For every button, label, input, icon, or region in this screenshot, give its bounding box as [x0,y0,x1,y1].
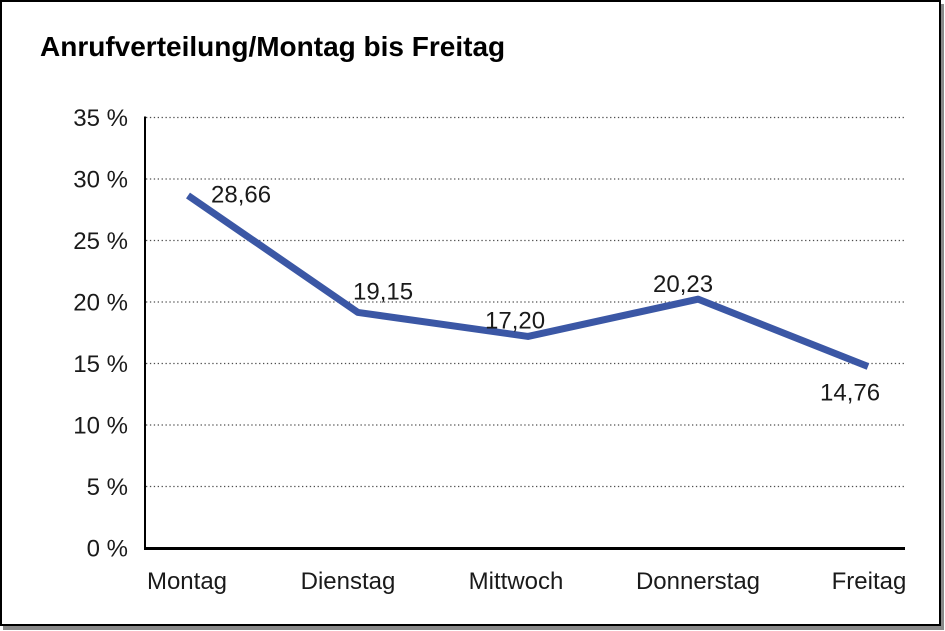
point-value-label: 20,23 [653,271,713,298]
y-tick-label: 25 % [73,228,128,255]
chart-title: Anrufverteilung/Montag bis Freitag [40,31,506,62]
y-tick-label: 15 % [73,351,128,378]
y-tick-label: 20 % [73,290,128,317]
x-category-label: Mittwoch [469,568,564,595]
x-category-label: Freitag [832,568,907,595]
x-axis-line [144,547,905,550]
y-tick-label: 35 % [73,105,128,132]
y-tick-label: 0 % [87,536,128,563]
y-tick-label: 30 % [73,167,128,194]
point-value-label: 17,20 [485,307,545,334]
y-tick-label: 5 % [87,474,128,501]
x-category-label: Donnerstag [636,568,760,595]
y-tick-label: 10 % [73,413,128,440]
point-value-label: 28,66 [211,181,271,208]
y-axis-line [144,116,146,550]
point-value-label: 19,15 [353,278,413,305]
point-value-label: 14,76 [820,379,880,406]
series-line [186,192,870,370]
x-category-label: Montag [147,568,227,595]
x-category-label: Dienstag [301,568,396,595]
